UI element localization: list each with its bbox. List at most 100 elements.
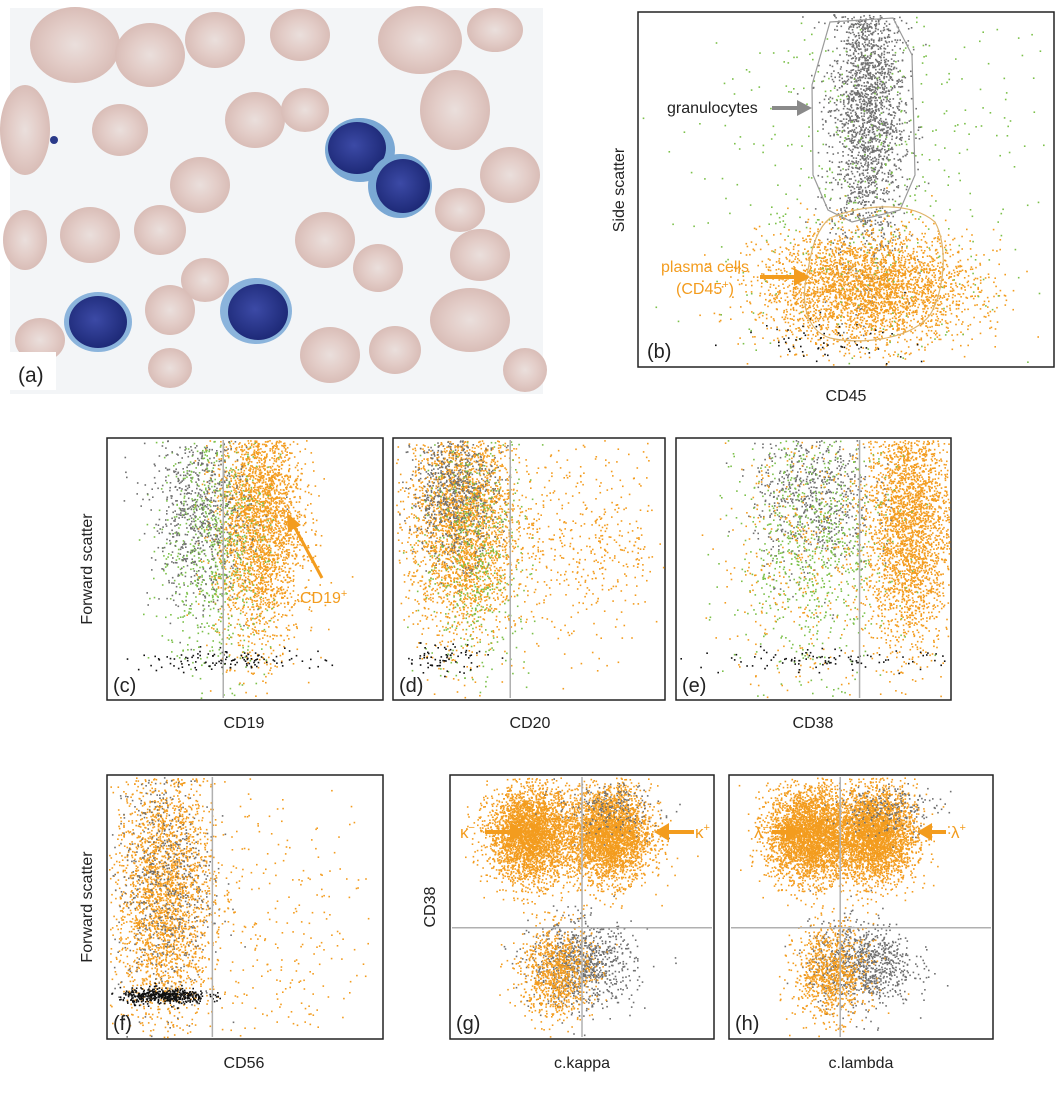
event-dot xyxy=(848,28,850,30)
event-dot xyxy=(876,93,878,95)
event-dot xyxy=(839,162,841,164)
event-dot xyxy=(893,85,895,87)
red-blood-cell xyxy=(430,288,510,352)
event-dot xyxy=(858,143,860,145)
event-dot xyxy=(908,136,910,138)
event-dot xyxy=(872,163,874,165)
event-dot xyxy=(875,73,877,75)
event-dot xyxy=(863,45,865,47)
event-dot xyxy=(886,59,888,61)
event-dot xyxy=(841,78,843,80)
event-dot xyxy=(840,251,842,253)
event-dot xyxy=(867,195,869,197)
event-dot xyxy=(903,298,905,300)
event-dot xyxy=(868,201,870,203)
event-dot xyxy=(873,116,875,118)
event-dot xyxy=(871,108,873,110)
event-dot xyxy=(865,220,867,222)
event-dot xyxy=(882,178,884,180)
event-dot xyxy=(880,30,882,32)
debris-dot xyxy=(50,136,58,144)
event-dot xyxy=(853,25,855,27)
event-dot xyxy=(909,255,911,257)
event-dot xyxy=(775,249,777,251)
event-dot xyxy=(851,171,853,173)
event-dot xyxy=(864,151,866,153)
event-dot xyxy=(868,185,870,187)
event-dot xyxy=(887,37,889,39)
event-dot xyxy=(714,313,716,315)
event-dot xyxy=(892,262,894,264)
event-dot xyxy=(883,143,885,145)
event-dot xyxy=(848,197,850,199)
event-dot xyxy=(879,102,881,104)
event-dot xyxy=(881,39,883,41)
event-dot xyxy=(870,23,872,25)
event-dot xyxy=(818,175,820,177)
red-blood-cell xyxy=(420,70,490,150)
event-dot xyxy=(874,87,876,89)
event-dot xyxy=(773,284,775,286)
event-dot xyxy=(894,294,896,296)
event-dot xyxy=(851,151,853,153)
event-dot xyxy=(873,145,875,147)
event-dot xyxy=(833,177,835,179)
event-dot xyxy=(888,154,890,156)
event-dot xyxy=(883,246,885,248)
event-dot xyxy=(851,81,853,83)
event-dot xyxy=(840,174,842,176)
event-dot xyxy=(745,291,747,293)
event-dot xyxy=(868,134,870,136)
event-dot xyxy=(869,142,871,144)
event-dot xyxy=(893,190,895,192)
event-dot xyxy=(884,84,886,86)
event-dot xyxy=(860,186,862,188)
event-dot xyxy=(857,121,859,123)
event-dot xyxy=(861,144,863,146)
event-dot xyxy=(837,119,839,121)
event-dot xyxy=(865,44,867,46)
event-dot xyxy=(873,32,875,34)
event-dot xyxy=(884,156,886,158)
event-dot xyxy=(874,53,876,55)
event-dot xyxy=(854,129,856,131)
event-dot xyxy=(848,342,850,344)
event-dot xyxy=(846,162,848,164)
event-dot xyxy=(892,273,894,275)
event-dot xyxy=(883,190,885,192)
event-dot xyxy=(848,37,850,39)
event-dot xyxy=(872,127,874,129)
event-dot xyxy=(911,326,913,328)
event-dot xyxy=(875,109,877,111)
event-dot xyxy=(854,147,856,149)
event-dot xyxy=(854,121,856,123)
event-dot xyxy=(884,60,886,62)
event-dot xyxy=(895,127,897,129)
event-dot xyxy=(881,53,883,55)
event-dot xyxy=(834,117,836,119)
event-dot xyxy=(874,319,876,321)
event-dot xyxy=(861,103,863,105)
event-dot xyxy=(849,183,851,185)
event-dot xyxy=(852,100,854,102)
event-dot xyxy=(862,180,864,182)
event-dot xyxy=(854,47,856,49)
event-dot xyxy=(837,60,839,62)
event-dot xyxy=(815,291,817,293)
event-dot xyxy=(868,141,870,143)
event-dot xyxy=(854,81,856,83)
event-dot xyxy=(882,105,884,107)
event-dot xyxy=(874,77,876,79)
event-dot xyxy=(793,246,795,248)
event-dot xyxy=(898,269,900,271)
event-dot xyxy=(845,113,847,115)
event-dot xyxy=(894,297,896,299)
event-dot xyxy=(885,151,887,153)
event-dot xyxy=(818,22,820,24)
event-dot xyxy=(847,114,849,116)
event-dot xyxy=(855,132,857,134)
event-dot xyxy=(881,38,883,40)
event-dot xyxy=(758,314,760,316)
event-dot xyxy=(894,115,896,117)
event-dot xyxy=(768,270,770,272)
